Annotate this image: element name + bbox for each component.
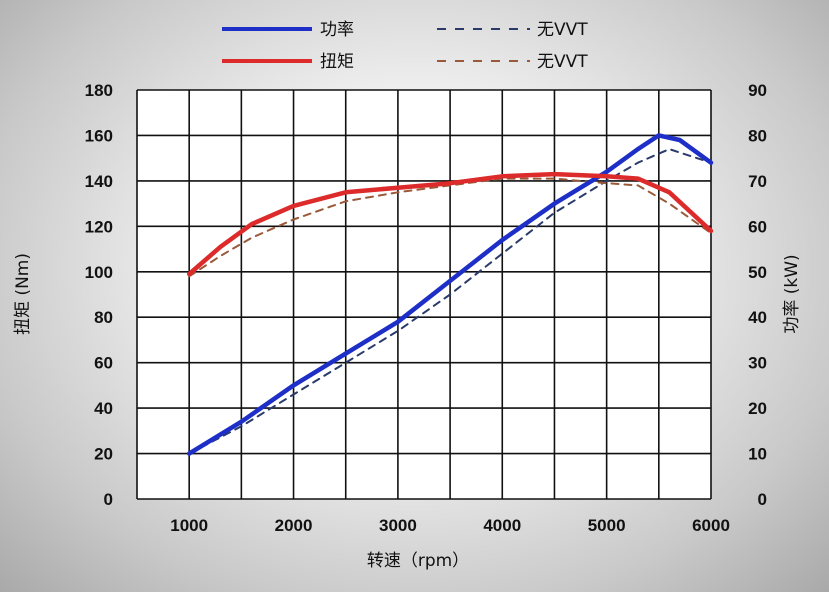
y-right-tick-label: 0 <box>758 490 767 509</box>
x-tick-label: 2000 <box>275 516 313 535</box>
y-left-tick-label: 100 <box>85 263 113 282</box>
y-left-tick-label: 60 <box>94 354 113 373</box>
y-right-tick-label: 60 <box>748 217 767 236</box>
y-right-tick-label: 80 <box>748 126 767 145</box>
grid <box>136 89 712 500</box>
y-left-tick-label: 120 <box>85 217 113 236</box>
legend-label-torque-novvt: 无VVT <box>537 52 588 72</box>
y-left-tick-label: 80 <box>94 308 113 327</box>
plot-area <box>137 90 711 499</box>
x-tick-label: 4000 <box>483 516 521 535</box>
y-right-tick-label: 70 <box>748 172 767 191</box>
y-right-axis-title: 功率 (kW) <box>782 254 802 333</box>
x-tick-label: 1000 <box>170 516 208 535</box>
y-left-tick-label: 180 <box>85 81 113 100</box>
y-right-tick-label: 40 <box>748 308 767 327</box>
series-line-2-solid <box>186 171 714 277</box>
y-right-tick-label: 20 <box>748 399 767 418</box>
x-tick-label: 3000 <box>379 516 417 535</box>
series-layer <box>186 133 714 456</box>
x-tick-label: 6000 <box>692 516 730 535</box>
series-line-1-dashed <box>188 148 712 455</box>
y-left-tick-label: 0 <box>104 490 113 509</box>
y-left-tick-label: 160 <box>85 126 113 145</box>
y-left-tick-label: 140 <box>85 172 113 191</box>
legend: 功率 无VVT 扭矩 无VVT <box>222 20 588 72</box>
series-line-0-solid <box>186 133 714 456</box>
legend-label-power-novvt: 无VVT <box>537 20 588 40</box>
y-right-tick-label: 10 <box>748 445 767 464</box>
y-right-tick-label: 90 <box>748 81 767 100</box>
y-right-tick-label: 30 <box>748 354 767 373</box>
x-ticks: 1000 2000 3000 4000 5000 6000 <box>170 516 730 535</box>
legend-label-torque: 扭矩 <box>320 52 354 72</box>
y-left-tick-label: 20 <box>94 445 113 464</box>
y-left-ticks: 0 20 40 60 80 100 120 140 160 180 <box>85 81 113 509</box>
x-tick-label: 5000 <box>588 516 626 535</box>
legend-label-power: 功率 <box>320 20 354 40</box>
y-left-tick-label: 40 <box>94 399 113 418</box>
y-right-ticks: 0 10 20 30 40 50 60 70 80 90 <box>748 81 767 509</box>
x-axis-title: 转速（rpm） <box>367 551 469 571</box>
y-left-axis-title: 扭矩 (Nm) <box>13 253 33 335</box>
y-right-tick-label: 50 <box>748 263 767 282</box>
